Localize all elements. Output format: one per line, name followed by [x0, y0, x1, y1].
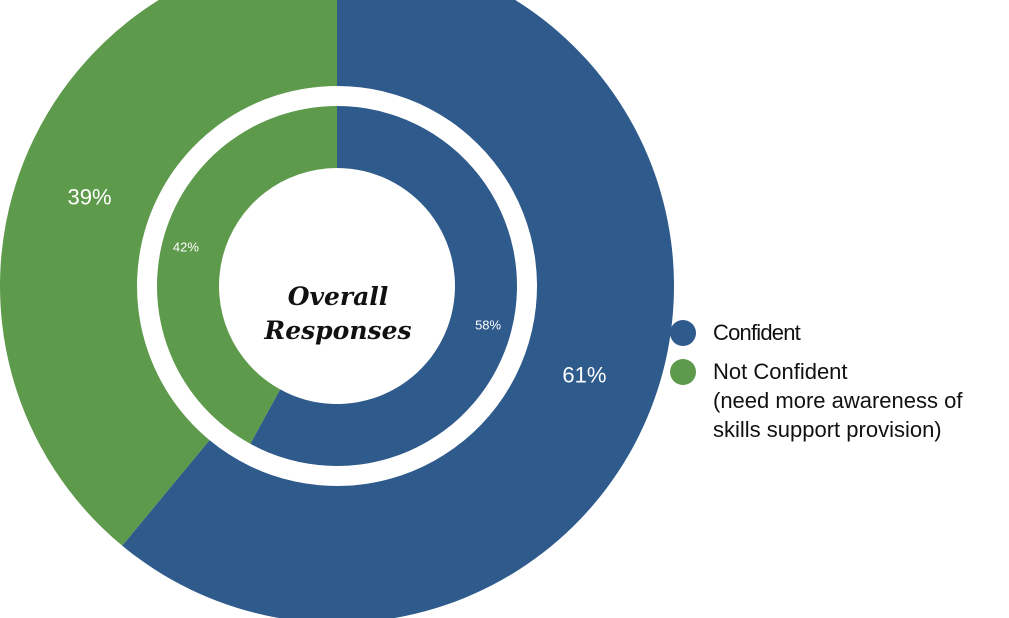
inner-slice-confident	[250, 106, 517, 466]
outer-slice-confident	[122, 0, 674, 618]
outer-label-not-confident: 39%	[68, 184, 112, 209]
inner-label-not-confident: 42%	[173, 240, 199, 255]
outer-slice-not-confident	[0, 0, 337, 546]
inner-slice-not-confident	[156, 106, 337, 444]
legend-swatch-not-confident	[670, 359, 696, 385]
center-title: Overall Responses	[238, 280, 438, 348]
outer-label-confident: 61%	[562, 363, 606, 388]
legend-item-confident: Confident	[668, 318, 962, 347]
legend-label-not-confident-line-1: Not Confident	[713, 359, 848, 384]
center-title-line-1: Overall	[287, 282, 389, 311]
legend-item-not-confident: Not Confident (need more awareness of sk…	[668, 357, 962, 444]
legend-label-confident: Confident	[713, 320, 801, 345]
legend-label-not-confident-line-3: skills support provision)	[713, 417, 942, 442]
legend-swatch-confident	[670, 320, 696, 346]
center-title-line-2: Responses	[264, 316, 412, 345]
inner-label-confident: 58%	[475, 317, 501, 332]
legend: Confident Not Confident (need more aware…	[668, 318, 962, 454]
legend-label-not-confident-line-2: (need more awareness of	[713, 388, 963, 413]
